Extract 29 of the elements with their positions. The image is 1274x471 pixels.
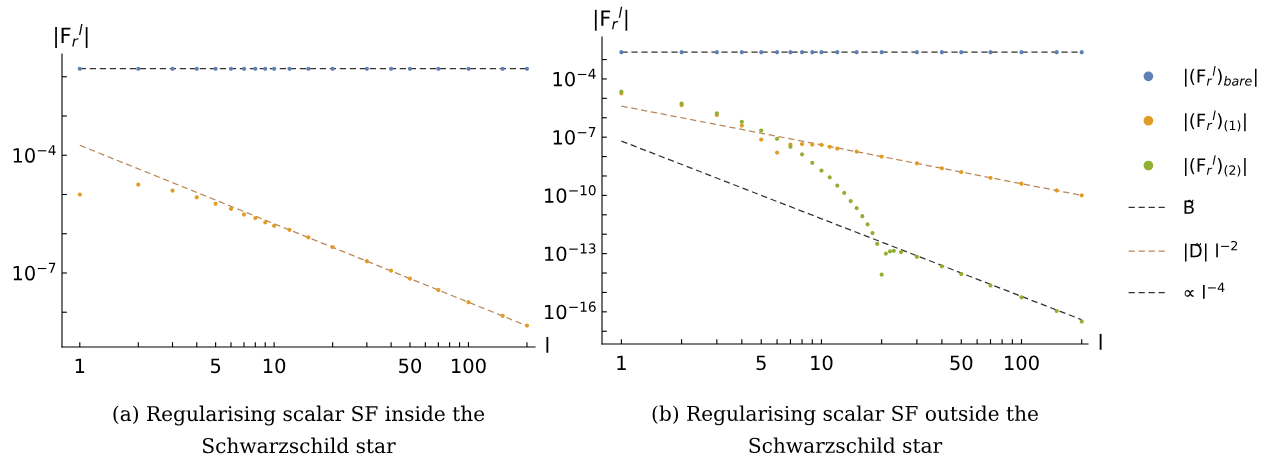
x-tick-label: 50 bbox=[950, 355, 973, 371]
y-tick-label: 10$^{−7}$ bbox=[13, 262, 56, 281]
x-tick-label: 5 bbox=[756, 355, 766, 371]
x-tick-label: 100 bbox=[452, 358, 486, 374]
x-tick-label: 1 bbox=[617, 355, 626, 370]
x-axis-title: l bbox=[1099, 333, 1102, 350]
y-tick-label: 10$^{−4}$ bbox=[13, 145, 56, 163]
y-tick-label: 10$^{−4}$ bbox=[553, 68, 596, 87]
y-axis-title: |F$_{r}$$^{l}$| bbox=[594, 6, 628, 31]
x-axis-title: l bbox=[546, 336, 549, 353]
x-tick-label: 5 bbox=[210, 358, 221, 374]
y-tick-label: 10$^{−13}$ bbox=[545, 243, 596, 262]
legend-label: |(F$_{r}$$^{l}$)$_{bare}$| bbox=[1185, 66, 1257, 87]
y-tick-label: 10$^{−16}$ bbox=[545, 301, 596, 320]
x-tick-label: 100 bbox=[1005, 355, 1039, 371]
x-tick-label: 10 bbox=[263, 358, 286, 374]
y-tick-label: 10$^{−7}$ bbox=[553, 127, 596, 145]
legend-label: |(F$_{r}$$^{l}$)$_{(1)}$| bbox=[1185, 110, 1246, 132]
text: (a) Regularising scalar SF inside the Schwarzschild star bbox=[113, 405, 485, 454]
x-tick-label: 1 bbox=[75, 358, 85, 373]
legend-label: ∝ l$^{−4}$ bbox=[1184, 282, 1225, 299]
text: (b) Regularising scalar SF outside the Schwarzschild star bbox=[652, 405, 1038, 454]
x-tick-label: 50 bbox=[399, 358, 422, 374]
legend-label: |D̃| l$^{−2}$ bbox=[1185, 240, 1238, 262]
y-axis-title: |F$_{r}$$^{l}$| bbox=[55, 23, 88, 48]
y-tick-label: 10$^{−10}$ bbox=[545, 185, 596, 203]
x-tick-label: 10 bbox=[811, 355, 833, 371]
legend-label: |(F$_{r}$$^{l}$)$_{(2)}$| bbox=[1185, 155, 1246, 177]
legend-label: B̃ bbox=[1184, 199, 1194, 214]
